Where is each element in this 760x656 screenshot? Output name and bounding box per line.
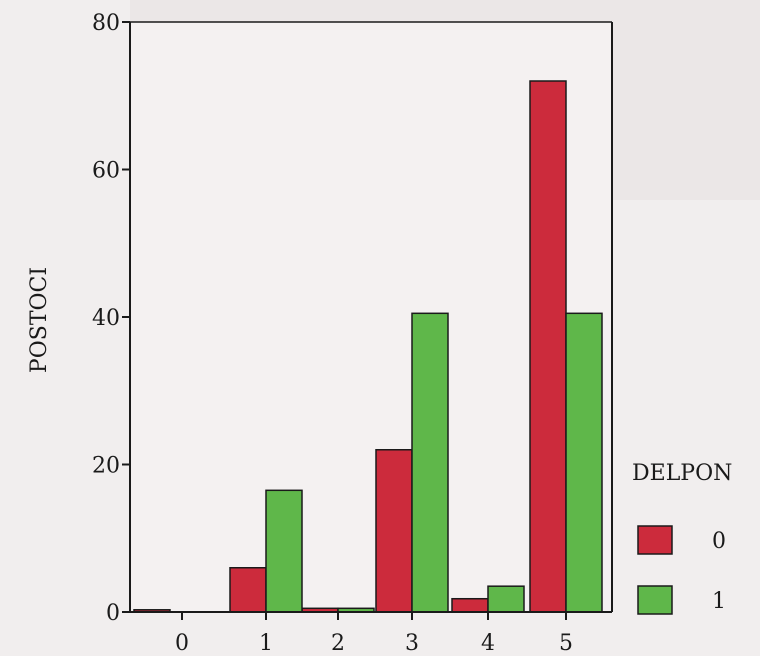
x-tick-label-5: 5: [559, 631, 573, 656]
x-tick-label-4: 4: [481, 631, 495, 656]
y-tick-label-80: 80: [92, 11, 120, 36]
legend-swatch-1: [637, 585, 673, 615]
y-tick-label-40: 40: [92, 306, 120, 331]
bars-group: [133, 80, 603, 613]
bar-series-1-cat-3: [411, 312, 449, 613]
bar-series-1-cat-4: [487, 585, 525, 613]
bar-series-0-cat-3: [375, 449, 413, 613]
axes-group: 0 20 40 60 80 0 1 2 3 4 5: [92, 11, 613, 656]
legend-title: DELPON: [632, 461, 732, 486]
x-tick-label-3: 3: [405, 631, 419, 656]
y-tick-label-0: 0: [106, 601, 120, 626]
x-tick-label-2: 2: [331, 631, 345, 656]
legend-label-1: 1: [712, 589, 726, 614]
legend-label-0: 0: [712, 529, 726, 554]
y-axis-label: POSTOCI: [27, 267, 52, 373]
y-tick-label-60: 60: [92, 159, 120, 184]
legend-swatch-0: [637, 525, 673, 555]
bar-series-1-cat-5: [565, 312, 603, 613]
bar-series-0-cat-5: [529, 80, 567, 613]
bar-series-1-cat-1: [265, 489, 303, 613]
x-tick-label-0: 0: [175, 631, 189, 656]
bar-series-0-cat-4: [451, 597, 489, 613]
y-tick-label-20: 20: [92, 454, 120, 479]
bar-series-0-cat-1: [229, 567, 267, 613]
x-tick-label-1: 1: [259, 631, 273, 656]
legend: DELPON 0 1: [632, 461, 732, 615]
